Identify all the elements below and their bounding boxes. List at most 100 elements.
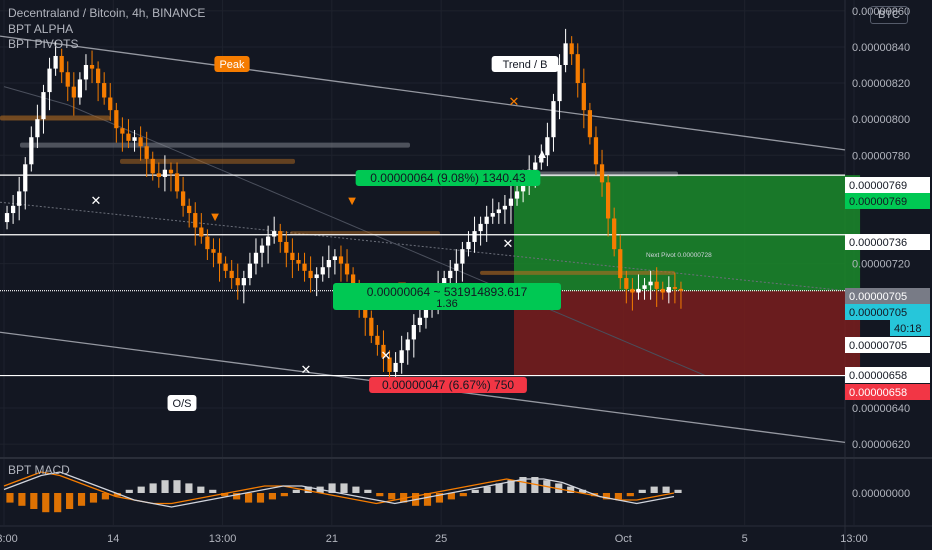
candle-body (672, 287, 678, 289)
candle-body (302, 263, 307, 271)
candle-body (442, 278, 447, 286)
candle-body (132, 137, 137, 141)
candle-body (235, 278, 240, 286)
candle (405, 332, 410, 365)
candle (593, 126, 599, 176)
candle (259, 238, 265, 268)
candle (174, 162, 180, 199)
zone-bar (290, 231, 440, 236)
loss-label-text: 0.00000047 (6.67%) 750 (382, 378, 514, 392)
candle (162, 155, 168, 192)
currency-badge[interactable]: BTC (870, 6, 908, 24)
price-axis-label: 0.00000736 (845, 234, 930, 250)
candle (624, 270, 629, 304)
macd-bar (137, 486, 145, 493)
position-label-line2: 1.36 (436, 298, 457, 310)
price-axis-label-bg (845, 337, 930, 353)
candle (599, 149, 605, 197)
x-tick-label: 5 (742, 533, 748, 545)
candle-body (296, 260, 301, 264)
indicator-alpha-label: BPT ALPHA (8, 22, 74, 36)
price-axis-label-text: 0.00000705 (849, 291, 907, 303)
macd-bar (364, 489, 372, 493)
macd-bar (256, 493, 265, 503)
candle-body (545, 137, 550, 156)
next-pivot-label: Next Pivot 0.00000728 (646, 252, 712, 259)
trend-badge-bg (491, 56, 559, 72)
candle (278, 223, 283, 253)
candle-body (284, 241, 289, 253)
trend-badge: Trend / B (491, 56, 559, 72)
candle (47, 57, 52, 111)
price-axis-label-bg (845, 384, 930, 400)
candle-body (199, 227, 204, 237)
price-axis-label: 0.00000769 (845, 193, 930, 209)
candle (95, 61, 101, 102)
candle-body (478, 223, 483, 232)
candle-body (53, 55, 58, 69)
candle (41, 84, 46, 134)
candle-body (4, 213, 10, 223)
macd-bar (435, 493, 444, 503)
macd-bar (328, 483, 336, 493)
candle (205, 229, 210, 260)
x-tick-label: 21 (326, 533, 338, 545)
candle (83, 54, 89, 91)
candle-body (502, 205, 508, 210)
x-tick-label: 25 (435, 533, 447, 545)
dotted-trend-line (0, 201, 846, 292)
candle-body (612, 218, 617, 250)
zone-bar (480, 270, 675, 275)
candle-body (308, 270, 313, 279)
candle (4, 205, 10, 230)
candle-body (217, 252, 222, 264)
candle (575, 43, 580, 98)
candle (332, 249, 338, 275)
candle-body (514, 191, 520, 199)
x-tick-label: 13:00 (840, 533, 868, 545)
candle-body (205, 236, 210, 250)
candle-body (630, 288, 635, 293)
candle (144, 131, 149, 177)
candle (241, 270, 246, 304)
candle-body (71, 86, 76, 98)
macd-bar (185, 483, 193, 493)
candle (369, 310, 374, 344)
candle-body (581, 83, 586, 111)
x-marker: ✕ (301, 362, 312, 377)
candle (484, 205, 489, 242)
candle (150, 151, 155, 181)
candle-body (533, 162, 538, 170)
candle (502, 195, 508, 224)
macd-bar (459, 493, 467, 497)
candle (551, 93, 556, 152)
candle-body (187, 205, 192, 214)
candle (180, 176, 186, 217)
candle-body (247, 263, 253, 279)
macd-bar (101, 493, 109, 500)
candle-body (89, 65, 95, 69)
price-axis-label-bg (845, 304, 930, 320)
macd-bar (376, 493, 384, 497)
macd-bar (638, 489, 646, 493)
price-axis-label-text: 0.00000705 (849, 340, 907, 352)
price-axis-label-bg (845, 234, 930, 250)
candle-body (290, 252, 295, 260)
candle (296, 252, 301, 271)
candle-body (162, 169, 168, 177)
candle (545, 122, 550, 167)
x-marker: ✕ (381, 348, 392, 363)
candle-body (17, 191, 22, 206)
price-axis-label-bg (845, 288, 930, 304)
x-tick-label: 14 (107, 533, 119, 545)
candle (630, 278, 635, 311)
candle-body (29, 137, 34, 165)
candle-body (411, 325, 416, 340)
candle-body (35, 119, 40, 138)
candle (569, 36, 574, 65)
candle (89, 50, 95, 84)
candle-body (636, 288, 641, 293)
candle-body (575, 54, 580, 84)
